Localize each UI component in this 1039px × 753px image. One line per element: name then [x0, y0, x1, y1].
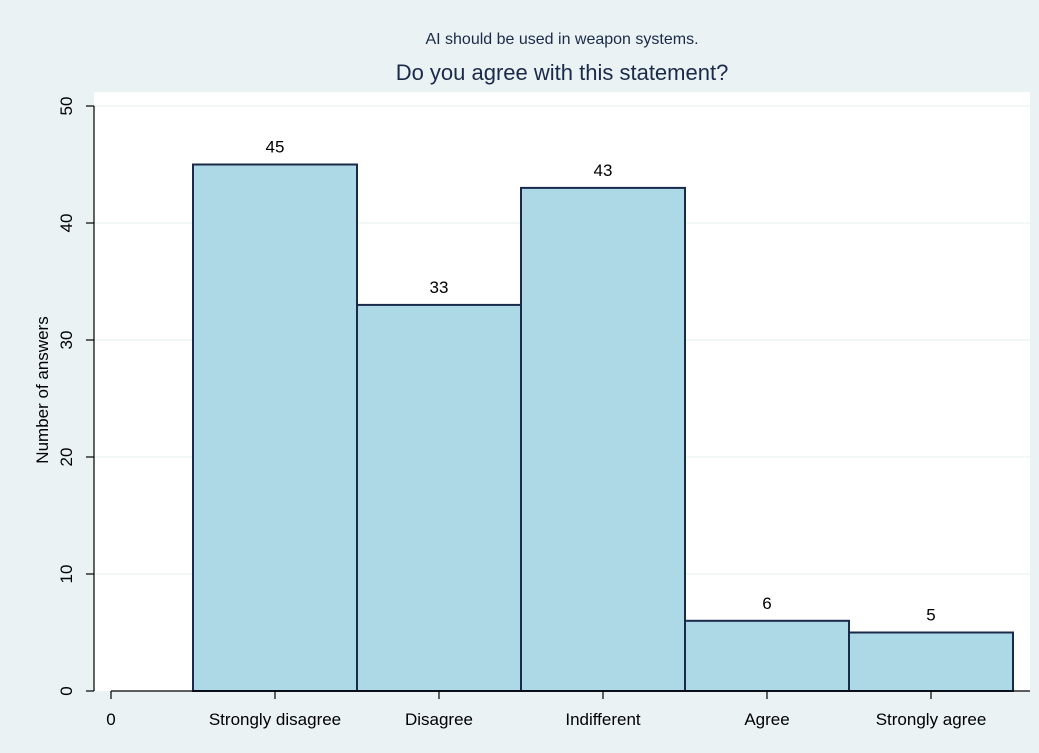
chart-subtitle: AI should be used in weapon systems. — [425, 31, 698, 48]
bar-value-label: 33 — [430, 278, 449, 297]
y-tick-label: 50 — [57, 97, 76, 116]
bar — [684, 619, 850, 692]
bars — [192, 163, 1014, 692]
bar — [356, 303, 522, 692]
x-tick-label: Strongly disagree — [209, 710, 341, 729]
bar-value-label: 45 — [266, 138, 285, 157]
y-tick-label: 20 — [57, 448, 76, 467]
x-tick-label: Agree — [744, 710, 789, 729]
y-tick-label: 30 — [57, 331, 76, 350]
y-tick-label: 0 — [57, 686, 76, 695]
chart-title: Do you agree with this statement? — [396, 60, 729, 85]
y-tick-label: 40 — [57, 214, 76, 233]
bar-value-label: 6 — [762, 594, 771, 613]
bar-value-label: 43 — [594, 161, 613, 180]
bar — [848, 631, 1014, 692]
bar — [192, 163, 358, 692]
bar-value-label: 5 — [926, 606, 935, 625]
y-axis-label: Number of answers — [33, 316, 52, 463]
y-tick-label: 10 — [57, 565, 76, 584]
x-tick-label: 0 — [106, 710, 115, 729]
bar — [520, 186, 686, 692]
axes: 0 10 20 30 40 50 0 Strongly disagree Disagree Ind… — [57, 97, 1030, 729]
x-tick-label: Indifferent — [565, 710, 641, 729]
bar-value-labels: 45 33 43 6 5 — [266, 138, 936, 625]
x-tick-label: Strongly agree — [876, 710, 987, 729]
x-tick-label: Disagree — [405, 710, 473, 729]
